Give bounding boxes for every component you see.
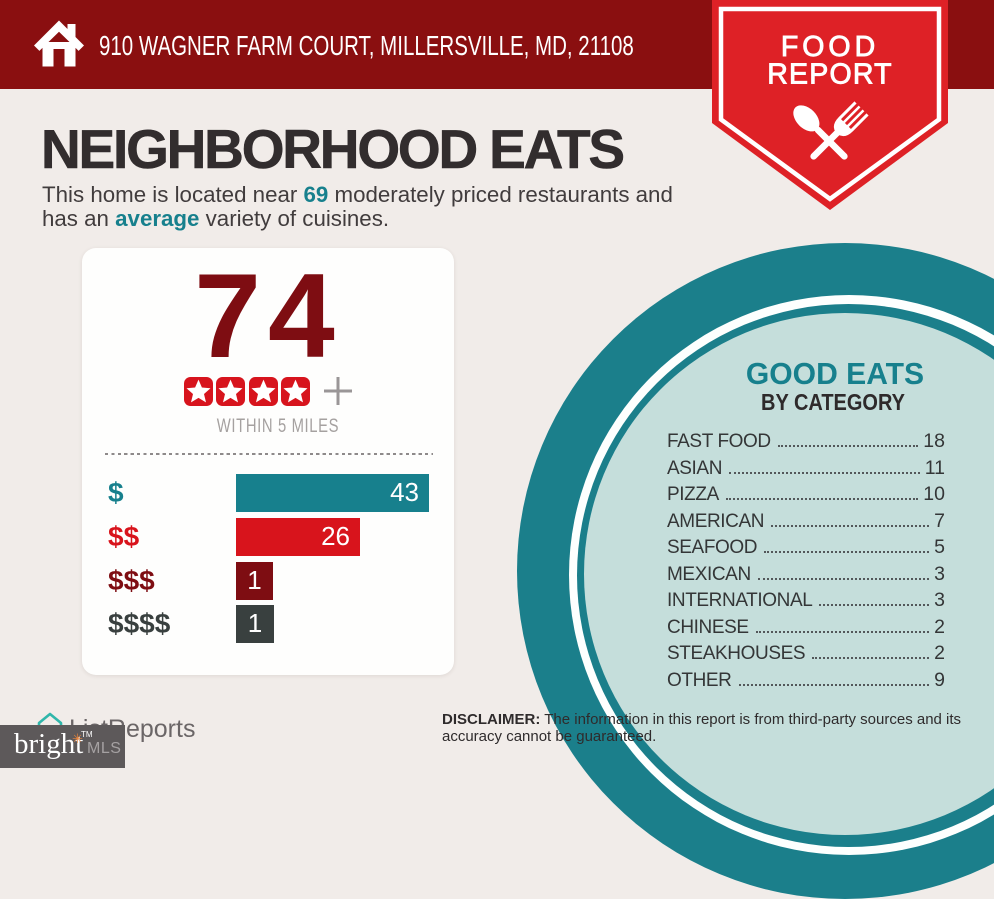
svg-text:FOOD: FOOD <box>781 31 879 63</box>
svg-text:REPORT: REPORT <box>767 59 892 91</box>
